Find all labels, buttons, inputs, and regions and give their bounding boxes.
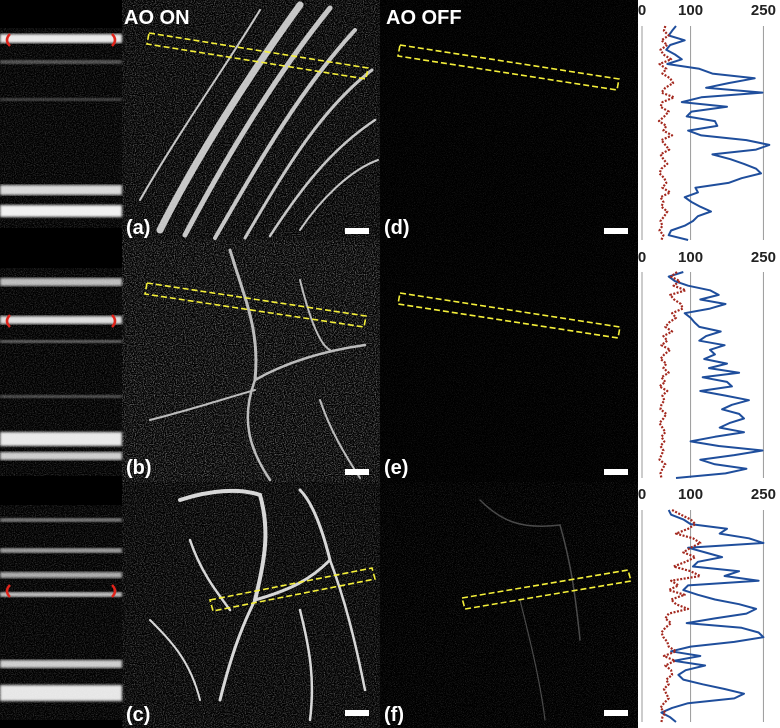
panel-label-a: (a): [126, 217, 150, 239]
panel-b-image: [122, 240, 380, 482]
scale-bar-a: [345, 228, 369, 234]
profile-chart-3: 0 100 250: [638, 486, 776, 723]
ao-off-profile-line: [659, 509, 702, 723]
panel-label-e: (e): [384, 457, 408, 479]
tick-label-0: 0: [638, 2, 646, 19]
profile-chart-2: 0 100 250: [638, 249, 776, 479]
panel-a-image: [122, 0, 380, 240]
roi-box-c: [209, 567, 376, 612]
roi-box-a: [146, 32, 369, 80]
panel-label-c: (c): [126, 704, 150, 726]
panel-label-b: (b): [126, 457, 152, 479]
panel-c-image: [122, 482, 380, 728]
scale-bar-b: [345, 469, 369, 475]
scale-bar-e: [604, 469, 628, 475]
roi-box-e: [397, 292, 621, 339]
bscan-c: [0, 505, 122, 720]
ao-off-profile-line: [658, 271, 687, 479]
intensity-profiles: 0 100 250 0 100 250 0 100 250: [638, 2, 776, 723]
tick-label-250: 250: [751, 486, 776, 503]
bscan-a: [0, 28, 122, 228]
panel-label-f: (f): [384, 704, 404, 726]
scale-bar-f: [604, 710, 628, 716]
scale-bars: [345, 228, 628, 716]
scale-bar-d: [604, 228, 628, 234]
layer-marker-right-a: [111, 33, 117, 47]
bscan-b: [0, 268, 122, 476]
scale-bar-c: [345, 710, 369, 716]
header-ao-on: AO ON: [124, 7, 190, 29]
profile-chart-1: 0 100 250: [638, 2, 776, 241]
tick-label-100: 100: [678, 249, 703, 266]
roi-boxes: [144, 32, 633, 612]
ao-on-profile-line: [665, 25, 771, 241]
roi-box-d: [397, 44, 620, 91]
roi-box-b: [144, 282, 367, 328]
layer-markers: [5, 33, 117, 598]
roi-box-f: [460, 569, 633, 610]
tick-label-100: 100: [678, 486, 703, 503]
panel-d-image: [380, 0, 638, 240]
ao-off-profile-line: [657, 25, 676, 241]
panel-f-image: [380, 482, 638, 728]
tick-label-0: 0: [638, 249, 646, 266]
header-ao-off: AO OFF: [386, 7, 462, 29]
layer-marker-left-c: [5, 584, 11, 598]
tick-label-250: 250: [751, 249, 776, 266]
layer-marker-right-c: [111, 584, 117, 598]
ao-on-profile-line: [667, 271, 764, 479]
layer-marker-right-b: [111, 314, 117, 328]
tick-label-250: 250: [751, 2, 776, 19]
tick-label-100: 100: [678, 2, 703, 19]
layer-marker-left-b: [5, 314, 11, 328]
ao-on-profile-line: [660, 509, 765, 723]
panel-label-d: (d): [384, 217, 410, 239]
layer-marker-left-a: [5, 33, 11, 47]
tick-label-0: 0: [638, 486, 646, 503]
panel-e-image: [380, 240, 638, 482]
